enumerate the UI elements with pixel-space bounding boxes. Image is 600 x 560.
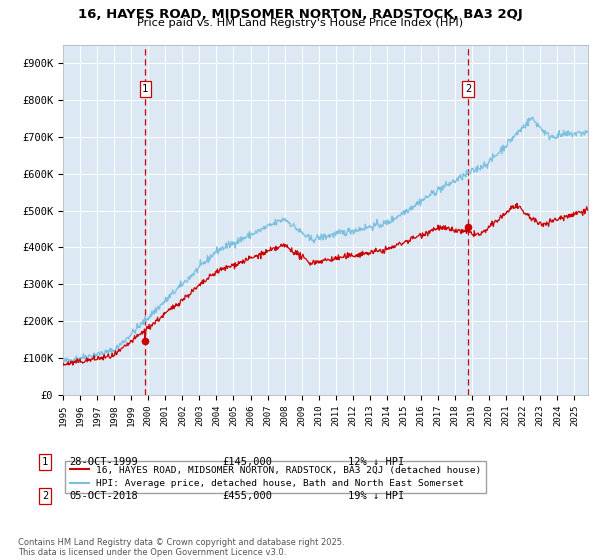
Text: 28-OCT-1999: 28-OCT-1999	[69, 457, 138, 467]
Text: 19% ↓ HPI: 19% ↓ HPI	[348, 491, 404, 501]
Text: 2: 2	[465, 84, 471, 94]
Text: £455,000: £455,000	[222, 491, 272, 501]
Text: 05-OCT-2018: 05-OCT-2018	[69, 491, 138, 501]
Text: 1: 1	[142, 84, 148, 94]
Legend: 16, HAYES ROAD, MIDSOMER NORTON, RADSTOCK, BA3 2QJ (detached house), HPI: Averag: 16, HAYES ROAD, MIDSOMER NORTON, RADSTOC…	[65, 461, 486, 493]
Text: £145,000: £145,000	[222, 457, 272, 467]
Text: Contains HM Land Registry data © Crown copyright and database right 2025.
This d: Contains HM Land Registry data © Crown c…	[18, 538, 344, 557]
Text: 16, HAYES ROAD, MIDSOMER NORTON, RADSTOCK, BA3 2QJ: 16, HAYES ROAD, MIDSOMER NORTON, RADSTOC…	[77, 8, 523, 21]
Text: 1: 1	[42, 457, 48, 467]
Text: 2: 2	[42, 491, 48, 501]
Text: Price paid vs. HM Land Registry's House Price Index (HPI): Price paid vs. HM Land Registry's House …	[137, 18, 463, 29]
Text: 12% ↓ HPI: 12% ↓ HPI	[348, 457, 404, 467]
